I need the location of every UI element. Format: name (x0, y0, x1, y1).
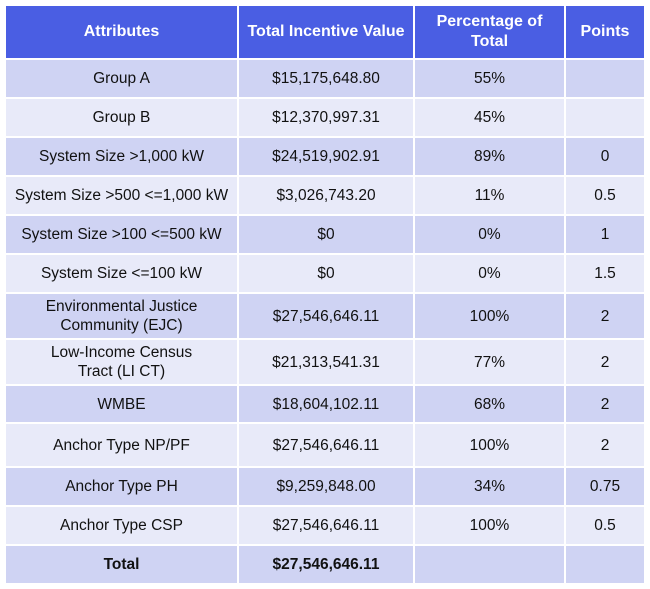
cell-value: $21,313,541.31 (237, 338, 415, 386)
cell-attribute: System Size <=100 kW (4, 253, 239, 294)
cell-points: 2 (564, 422, 646, 468)
cell-percentage: 77% (413, 338, 566, 386)
cell-value: $12,370,997.31 (237, 97, 415, 138)
cell-value: $27,546,646.11 (237, 422, 415, 468)
cell-percentage: 100% (413, 292, 566, 340)
cell-points: 2 (564, 292, 646, 340)
cell-value: $0 (237, 253, 415, 294)
table-total-row: Total $27,546,646.11 (4, 544, 646, 585)
cell-attribute: Group B (4, 97, 239, 138)
cell-percentage: 34% (413, 466, 566, 507)
cell-points (564, 58, 646, 99)
header-attributes: Attributes (4, 4, 239, 60)
cell-attribute: System Size >1,000 kW (4, 136, 239, 177)
header-points: Points (564, 4, 646, 60)
cell-attribute: System Size >100 <=500 kW (4, 214, 239, 255)
cell-attribute: Anchor Type PH (4, 466, 239, 507)
table-header-row: Attributes Total Incentive Value Percent… (4, 4, 646, 60)
cell-points: 2 (564, 338, 646, 386)
cell-percentage: 100% (413, 505, 566, 546)
table-row: Environmental Justice Community (EJC) $2… (4, 292, 646, 340)
table-row: System Size >100 <=500 kW $0 0% 1 (4, 214, 646, 255)
cell-attribute: Group A (4, 58, 239, 99)
table-row: Group B $12,370,997.31 45% (4, 97, 646, 138)
cell-points: 0.75 (564, 466, 646, 507)
cell-total-percentage (413, 544, 566, 585)
cell-value: $9,259,848.00 (237, 466, 415, 507)
cell-attribute: WMBE (4, 384, 239, 424)
cell-percentage: 11% (413, 175, 566, 216)
cell-value: $27,546,646.11 (237, 292, 415, 340)
cell-points: 0.5 (564, 175, 646, 216)
cell-points: 2 (564, 384, 646, 424)
cell-total-label: Total (4, 544, 239, 585)
cell-points: 1 (564, 214, 646, 255)
cell-points: 0 (564, 136, 646, 177)
header-total-incentive-value: Total Incentive Value (237, 4, 415, 60)
table-row: WMBE $18,604,102.11 68% 2 (4, 384, 646, 424)
cell-value: $15,175,648.80 (237, 58, 415, 99)
cell-value: $0 (237, 214, 415, 255)
cell-attribute: Environmental Justice Community (EJC) (4, 292, 239, 340)
table-row: System Size >1,000 kW $24,519,902.91 89%… (4, 136, 646, 177)
cell-points: 0.5 (564, 505, 646, 546)
cell-percentage: 100% (413, 422, 566, 468)
cell-value: $3,026,743.20 (237, 175, 415, 216)
cell-percentage: 89% (413, 136, 566, 177)
incentive-attributes-table: Attributes Total Incentive Value Percent… (4, 4, 646, 585)
cell-total-value: $27,546,646.11 (237, 544, 415, 585)
cell-value: $18,604,102.11 (237, 384, 415, 424)
cell-percentage: 0% (413, 253, 566, 294)
incentive-table-container: Attributes Total Incentive Value Percent… (4, 4, 646, 585)
cell-percentage: 0% (413, 214, 566, 255)
cell-value: $27,546,646.11 (237, 505, 415, 546)
cell-percentage: 68% (413, 384, 566, 424)
header-percentage-of-total: Percentage of Total (413, 4, 566, 60)
cell-value: $24,519,902.91 (237, 136, 415, 177)
table-row: Group A $15,175,648.80 55% (4, 58, 646, 99)
table-row: Low-Income Census Tract (LI CT) $21,313,… (4, 338, 646, 386)
table-row: Anchor Type NP/PF $27,546,646.11 100% 2 (4, 422, 646, 468)
cell-points: 1.5 (564, 253, 646, 294)
table-row: Anchor Type PH $9,259,848.00 34% 0.75 (4, 466, 646, 507)
cell-percentage: 55% (413, 58, 566, 99)
table-row: System Size <=100 kW $0 0% 1.5 (4, 253, 646, 294)
cell-attribute: Low-Income Census Tract (LI CT) (4, 338, 239, 386)
cell-points (564, 97, 646, 138)
cell-attribute: System Size >500 <=1,000 kW (4, 175, 239, 216)
cell-total-points (564, 544, 646, 585)
cell-percentage: 45% (413, 97, 566, 138)
cell-attribute: Anchor Type NP/PF (4, 422, 239, 468)
cell-attribute: Anchor Type CSP (4, 505, 239, 546)
table-row: Anchor Type CSP $27,546,646.11 100% 0.5 (4, 505, 646, 546)
table-row: System Size >500 <=1,000 kW $3,026,743.2… (4, 175, 646, 216)
